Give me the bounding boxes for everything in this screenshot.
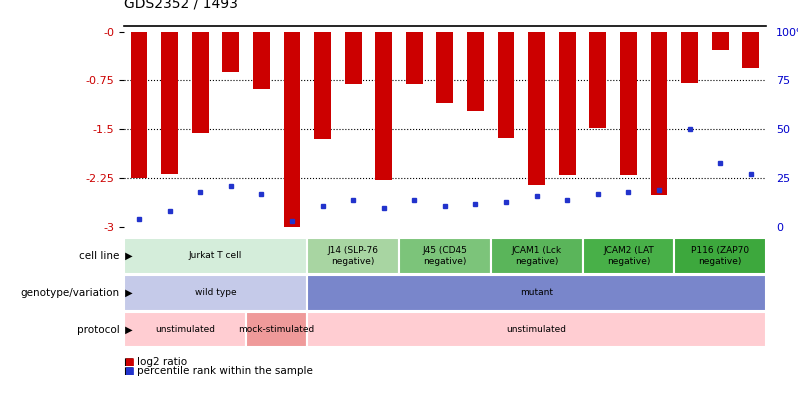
Text: Jurkat T cell: Jurkat T cell bbox=[189, 252, 242, 260]
Bar bbox=[467, 32, 484, 111]
Bar bbox=[590, 32, 606, 128]
Bar bbox=[307, 312, 766, 347]
Text: JCAM1 (Lck
negative): JCAM1 (Lck negative) bbox=[512, 246, 562, 266]
Bar bbox=[674, 238, 766, 274]
Bar bbox=[399, 238, 491, 274]
Text: ▶: ▶ bbox=[122, 251, 132, 261]
Text: genotype/variation: genotype/variation bbox=[21, 288, 120, 298]
Text: JCAM2 (LAT
negative): JCAM2 (LAT negative) bbox=[603, 246, 654, 266]
Bar bbox=[253, 32, 270, 89]
Bar bbox=[681, 32, 698, 83]
Text: ▶: ▶ bbox=[122, 325, 132, 335]
Bar bbox=[124, 275, 307, 311]
Bar bbox=[223, 32, 239, 72]
Bar bbox=[559, 32, 575, 175]
Text: ■ log2 ratio: ■ log2 ratio bbox=[124, 358, 187, 367]
Bar bbox=[307, 275, 766, 311]
Text: ■ percentile rank within the sample: ■ percentile rank within the sample bbox=[124, 367, 313, 376]
Text: mutant: mutant bbox=[520, 288, 553, 297]
Bar bbox=[124, 238, 307, 274]
Bar bbox=[498, 32, 515, 138]
Bar bbox=[314, 32, 331, 139]
Text: unstimulated: unstimulated bbox=[155, 325, 215, 334]
Bar bbox=[131, 32, 148, 178]
Bar bbox=[307, 238, 399, 274]
Bar bbox=[375, 32, 392, 180]
Text: ■: ■ bbox=[124, 367, 133, 376]
Bar bbox=[650, 32, 667, 194]
Text: ▶: ▶ bbox=[122, 288, 132, 298]
Text: J14 (SLP-76
negative): J14 (SLP-76 negative) bbox=[328, 246, 378, 266]
Text: P116 (ZAP70
negative): P116 (ZAP70 negative) bbox=[691, 246, 749, 266]
Bar bbox=[345, 32, 361, 84]
Bar bbox=[712, 32, 729, 50]
Text: ■: ■ bbox=[124, 358, 133, 367]
Text: protocol: protocol bbox=[77, 325, 120, 335]
Bar bbox=[437, 32, 453, 103]
Bar bbox=[192, 32, 208, 132]
Bar bbox=[620, 32, 637, 175]
Text: wild type: wild type bbox=[195, 288, 236, 297]
Bar bbox=[528, 32, 545, 185]
Bar bbox=[406, 32, 423, 84]
Text: GDS2352 / 1493: GDS2352 / 1493 bbox=[124, 0, 238, 10]
Bar bbox=[742, 32, 759, 68]
Text: J45 (CD45
negative): J45 (CD45 negative) bbox=[422, 246, 468, 266]
Bar bbox=[161, 32, 178, 174]
Bar bbox=[583, 238, 674, 274]
Bar bbox=[491, 238, 583, 274]
Text: unstimulated: unstimulated bbox=[507, 325, 567, 334]
Bar bbox=[283, 32, 300, 227]
Bar bbox=[246, 312, 307, 347]
Text: cell line: cell line bbox=[79, 251, 120, 261]
Bar bbox=[124, 312, 246, 347]
Text: mock-stimulated: mock-stimulated bbox=[239, 325, 314, 334]
